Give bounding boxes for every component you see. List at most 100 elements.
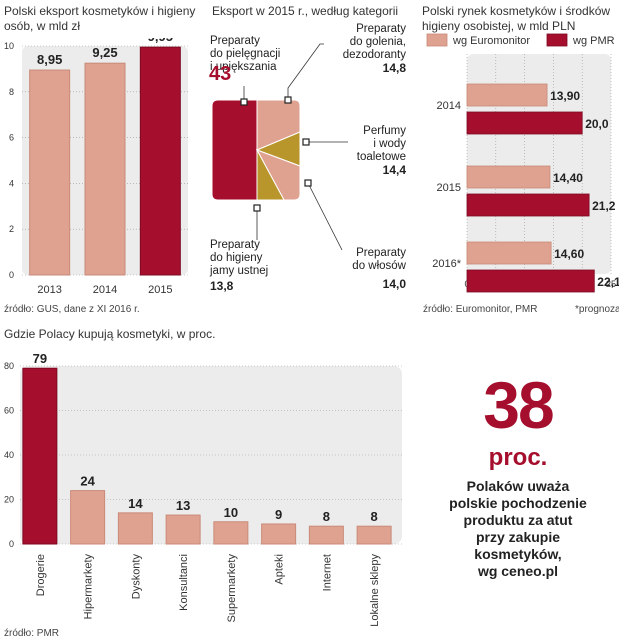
market-category-label: 2016* xyxy=(432,258,461,270)
shops-chart-source: źródło: PMR xyxy=(4,628,60,639)
export-bar-label: 9,25 xyxy=(92,45,117,60)
market-category-label: 2014 xyxy=(437,100,461,112)
pie-slice-shaving xyxy=(256,99,301,151)
stat-text-line: przy zakupie xyxy=(475,529,561,545)
shops-bar-label: 8 xyxy=(323,509,330,524)
export-chart-title-line2: osób, w mld zł xyxy=(4,19,81,33)
market-bar-label: 20,0 xyxy=(585,117,609,131)
stat-unit: proc. xyxy=(488,444,548,471)
market-bar-pmr xyxy=(466,111,583,135)
export-bar-label: 8,95 xyxy=(37,52,62,67)
market-legend-label: wg PMR xyxy=(572,35,615,47)
pie-value-hair: 14,0 xyxy=(383,277,407,291)
market-bar-label: 13,90 xyxy=(550,89,580,103)
shops-y-tick: 40 xyxy=(4,450,14,460)
shops-y-tick: 0 xyxy=(9,539,14,549)
pie-value-care: 43 xyxy=(209,63,231,85)
export-x-tick: 2013 xyxy=(37,284,61,296)
shops-bar-label: 79 xyxy=(33,351,47,366)
shops-bar xyxy=(261,523,297,545)
export-y-tick: 0 xyxy=(9,270,14,280)
stat-text-line: kosmetyków, xyxy=(474,546,562,562)
shops-bar xyxy=(308,525,344,545)
pie-marker-hair xyxy=(304,179,312,187)
pie-marker-perfume xyxy=(302,138,310,146)
market-legend-label: wg Euromonitor xyxy=(452,35,530,47)
market-chart-title-line1: Polski rynek kosmetyków i środków xyxy=(422,4,611,18)
export-y-tick: 10 xyxy=(4,41,14,51)
shops-x-tick: Apteki xyxy=(274,554,286,585)
shops-bar-label: 10 xyxy=(224,505,238,520)
pie-label-care: i upiększania xyxy=(210,61,277,73)
pie-value-perfume: 14,4 xyxy=(383,163,407,177)
market-bar-pmr xyxy=(466,193,590,217)
market-chart-title-line2: higieny osobistej, w mld PLN xyxy=(422,19,576,33)
shops-x-tick: Internet xyxy=(321,554,333,591)
shops-chart-title: Gdzie Polacy kupują kosmetyki, w proc. xyxy=(4,327,216,341)
market-chart-source: źródło: Euromonitor, PMR xyxy=(423,304,538,315)
pie-marker-oral xyxy=(253,204,261,212)
shops-chart: 0 20 40 60 80 79 Drogerie 24 Hipermarkety 14 Dysko… xyxy=(4,351,402,627)
pie-label-care: do pielęgnacji xyxy=(210,48,280,60)
shops-bar-label: 9 xyxy=(275,507,282,522)
export-x-tick: 2015 xyxy=(148,284,172,296)
pie-leader-hair xyxy=(307,182,343,251)
shops-bar-label: 13 xyxy=(176,498,190,513)
stat-text-line: polskie pochodzenie xyxy=(449,495,587,511)
pie-label-perfume: toaletowe xyxy=(357,151,406,163)
export-chart-title-line1: Polski eksport kosmetyków i higieny xyxy=(4,4,196,18)
shops-x-tick: Konsultanci xyxy=(178,554,190,611)
pie-value-shaving: 14,8 xyxy=(383,61,407,75)
export-bar xyxy=(29,69,71,276)
shops-bar xyxy=(22,367,58,545)
pie-chart-title: Eksport w 2015 r., według kategorii xyxy=(212,4,399,18)
export-y-tick: 4 xyxy=(9,178,14,188)
export-bar xyxy=(84,62,126,276)
pie-label-hair: do włosów xyxy=(352,260,406,272)
market-bar-label: 14,60 xyxy=(554,247,584,261)
export-x-tick: 2014 xyxy=(93,284,117,296)
pie-label-shaving: Preparaty xyxy=(356,23,406,35)
shops-bar xyxy=(165,514,201,545)
stat-text-line: Polaków uważa xyxy=(466,478,570,494)
shops-plot-background xyxy=(20,366,402,544)
pie-label-perfume: Perfumy xyxy=(363,125,406,137)
pie-slice-hair xyxy=(255,149,301,201)
stat-callout: 38 proc. Polaków uważa polskie pochodzeni… xyxy=(418,372,618,580)
market-legend-swatch xyxy=(546,33,568,47)
pie-slice-oral xyxy=(256,149,285,201)
export-y-tick: 8 xyxy=(9,87,14,97)
pie-label-oral: do higieny xyxy=(210,252,263,264)
export-y-tick: 2 xyxy=(9,224,14,234)
market-bar-euromonitor xyxy=(466,165,551,189)
export-bar-label: 9,95 xyxy=(148,38,173,44)
stat-number: 38 xyxy=(483,368,554,442)
market-bar-euromonitor xyxy=(466,83,548,107)
market-bar-pmr xyxy=(466,269,595,293)
pie-label-perfume: i wody xyxy=(373,138,406,150)
pie-marker-care xyxy=(240,98,248,106)
pie-label-shaving: do golenia, xyxy=(350,36,406,48)
pie-slice-care xyxy=(211,99,258,201)
pie-label-care: Preparaty xyxy=(210,35,260,47)
shops-y-tick: 20 xyxy=(4,495,14,505)
market-category-label: 2015 xyxy=(437,182,461,194)
shops-y-tick: 80 xyxy=(4,361,14,371)
shops-x-tick: Hipermarkety xyxy=(83,554,95,620)
export-chart-source: źródło: GUS, dane z XI 2016 r. xyxy=(4,304,140,315)
pie-leader-shaving xyxy=(287,43,324,100)
shops-bar-label: 14 xyxy=(128,496,143,511)
market-bar-label: 22,1 xyxy=(597,275,619,289)
pie-label-oral: Preparaty xyxy=(210,239,260,251)
shops-x-tick: Supermarkety xyxy=(226,554,238,623)
shops-y-tick: 60 xyxy=(4,406,14,416)
pie-value-oral: 13,8 xyxy=(210,279,234,293)
market-plot-background xyxy=(467,54,611,274)
pie-marker-shaving xyxy=(284,96,292,104)
market-chart-title: Polski rynek kosmetyków i środków higien… xyxy=(422,4,610,34)
export-y-tick: 6 xyxy=(9,133,14,143)
market-chart-note: *prognoza xyxy=(575,304,619,315)
pie-label-hair: Preparaty xyxy=(356,247,406,259)
export-bar xyxy=(139,46,181,276)
